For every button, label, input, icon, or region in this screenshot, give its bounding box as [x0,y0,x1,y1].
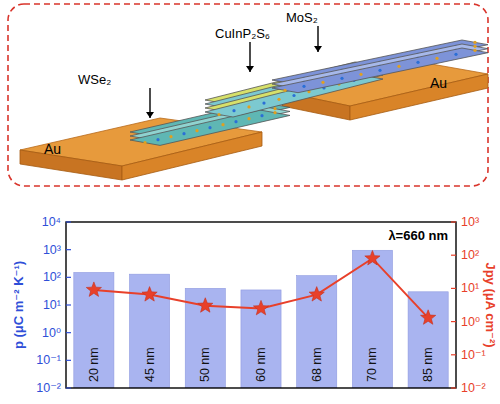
tick [451,321,456,322]
tick-label: 10⁴ [42,215,61,229]
category-label: 85 nm [421,347,435,382]
category-label: 20 nm [87,347,101,382]
tick-label: 10¹ [461,281,479,295]
atom [169,135,172,138]
axis-label: p (μC m⁻² K⁻¹) [11,261,26,349]
atom [247,105,250,108]
tick [66,277,71,278]
mos2-layer [272,48,488,93]
atom [260,114,263,117]
tick-label: 10³ [461,215,479,229]
marker [309,287,324,301]
tick [66,360,71,361]
frame [8,4,488,186]
atom [283,89,286,92]
tick [66,249,71,250]
atom [273,111,276,114]
arrowhead [314,46,322,52]
tick-label: 10⁻¹ [461,348,486,362]
atom [378,69,381,72]
figure: WSe₂ CuInP₂S₆ MoS₂ Au Au 20 nm 45 nm 50 nm 60 nm… [0,0,500,404]
atom [340,77,343,80]
marker [365,250,380,264]
atom [208,126,211,129]
tick [451,288,456,289]
atom [217,113,220,116]
tick-label: 10² [461,248,479,262]
atom [454,53,457,56]
atom [473,41,476,44]
atom [416,61,419,64]
atom [473,49,476,52]
atom [321,81,324,84]
atom [277,98,280,101]
labels: 20 nm 45 nm 50 nm 60 nm 68 nm 70 nm 85 nm [87,347,435,382]
axis-label: Jpy (μA cm⁻²) [483,262,498,347]
plot-area [74,250,448,388]
category-label: 68 nm [310,347,324,382]
atom [273,107,276,110]
tick-label: 10¹ [43,298,61,312]
tick-label: 10³ [43,243,61,257]
schematic: WSe₂ CuInP₂S₆ MoS₂ Au Au [8,4,488,186]
category-label: 60 nm [254,347,268,382]
layer-label: CuInP₂S₆ [215,26,270,41]
bar [74,272,114,388]
tick-label: 10⁻¹ [36,353,61,367]
tick [66,387,71,388]
tick-label: 10² [43,270,61,284]
tick-label: 10⁰ [461,315,480,329]
tick [451,387,456,388]
arrowhead [146,112,154,118]
atom [143,141,146,144]
annotation: λ=660 nm [388,228,448,243]
layer-label: WSe₂ [78,72,111,87]
layer-label: MoS₂ [286,10,318,25]
atom [234,120,237,123]
electrode-side [20,150,122,180]
chart: 20 nm 45 nm 50 nm 60 nm 68 nm 70 nm 85 nm 10⁻² 1… [11,215,498,395]
tick [451,255,456,256]
atom [156,138,159,141]
bar [352,250,392,388]
marker [86,282,101,296]
marker [142,287,157,301]
arrowhead [246,66,254,72]
tick [451,221,456,222]
plot-frame [66,222,456,388]
category-label: 45 nm [143,347,157,382]
tick-label: 10⁻² [36,381,61,395]
atom [221,123,224,126]
wse2-layer [130,110,290,145]
electrode-label: Au [430,75,447,91]
bar [408,292,448,388]
bar [130,274,170,388]
marker [198,298,213,312]
atom [473,45,476,48]
atom [247,117,250,120]
electrode-label: Au [44,141,61,157]
atom [302,85,305,88]
atom [182,132,185,135]
atom [359,73,362,76]
tick [66,221,71,222]
atom [397,65,400,68]
tick-label: 10⁻² [461,381,486,395]
atom [232,109,235,112]
marker [421,310,436,324]
tick [66,304,71,305]
tick [451,354,456,355]
bar [297,276,337,388]
atom [195,129,198,132]
tick [66,332,71,333]
category-label: 70 nm [365,347,379,382]
tick-label: 10⁰ [42,326,61,340]
marker [253,300,268,314]
line [94,258,428,317]
atom [292,94,295,97]
category-label: 50 nm [198,347,212,382]
atom [262,102,265,105]
atom [435,57,438,60]
